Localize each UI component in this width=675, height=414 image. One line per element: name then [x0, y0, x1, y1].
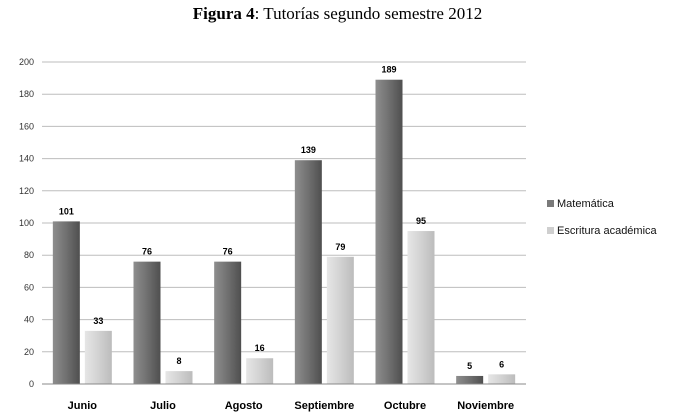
data-label: 95: [416, 216, 426, 226]
bar-escritura-septiembre: [326, 256, 354, 384]
legend-label: Matemática: [557, 198, 615, 210]
y-tick-label: 80: [24, 250, 34, 260]
x-tick-label: Junio: [68, 400, 98, 412]
bar-escritura-octubre: [407, 231, 435, 384]
legend: Matemática Escritura académica: [547, 198, 658, 237]
data-label: 76: [142, 247, 152, 257]
y-tick-label: 120: [19, 186, 34, 196]
data-labels: 101 33 76 8 76 16 139 79 189 95 5 6: [59, 65, 504, 371]
bar-escritura-noviembre: [488, 374, 516, 384]
bar-matematica-junio: [52, 221, 80, 384]
x-tick-label: Septiembre: [294, 400, 354, 412]
data-label: 5: [467, 361, 472, 371]
data-label: 16: [255, 343, 265, 353]
bar-matematica-julio: [133, 261, 161, 384]
y-tick-label: 140: [19, 154, 34, 164]
x-tick-label: Octubre: [384, 400, 426, 412]
bar-matematica-septiembre: [294, 160, 322, 384]
gridlines: [42, 61, 526, 385]
data-label: 79: [335, 242, 345, 252]
y-tick-label: 60: [24, 282, 34, 292]
y-tick-label: 0: [29, 379, 34, 389]
y-tick-label: 20: [24, 347, 34, 357]
y-tick-label: 180: [19, 89, 34, 99]
bars: [52, 79, 516, 385]
y-tick-label: 160: [19, 121, 34, 131]
chart-title: Figura 4: Tutorías segundo semestre 2012: [0, 4, 675, 24]
y-tick-label: 40: [24, 315, 34, 325]
data-label: 101: [59, 206, 74, 216]
bar-matematica-octubre: [375, 79, 403, 385]
legend-swatch: [547, 200, 554, 207]
y-tick-label: 200: [19, 57, 34, 67]
x-axis: Junio Julio Agosto Septiembre Octubre Noviemb…: [42, 383, 526, 412]
bar-matematica-agosto: [214, 261, 242, 384]
legend-swatch: [547, 227, 554, 234]
x-tick-label: Julio: [150, 400, 176, 412]
y-tick-label: 100: [19, 218, 34, 228]
data-label: 189: [381, 65, 396, 75]
legend-label: Escritura académica: [557, 225, 658, 237]
data-label: 6: [499, 359, 504, 369]
x-tick-label: Agosto: [225, 400, 263, 412]
bar-escritura-julio: [165, 371, 193, 384]
data-label: 139: [301, 145, 316, 155]
y-axis: 0 20 40 60 80 100 120 140 160 180 200: [19, 57, 34, 389]
x-tick-label: Noviembre: [457, 400, 514, 412]
bar-matematica-noviembre: [456, 375, 484, 384]
data-label: 33: [93, 316, 103, 326]
data-label: 8: [176, 356, 181, 366]
data-label: 76: [223, 247, 233, 257]
chart-title-rest: : Tutorías segundo semestre 2012: [254, 4, 483, 23]
bar-escritura-junio: [84, 330, 112, 384]
chart-title-bold: Figura 4: [192, 4, 255, 23]
bar-escritura-agosto: [246, 358, 274, 384]
